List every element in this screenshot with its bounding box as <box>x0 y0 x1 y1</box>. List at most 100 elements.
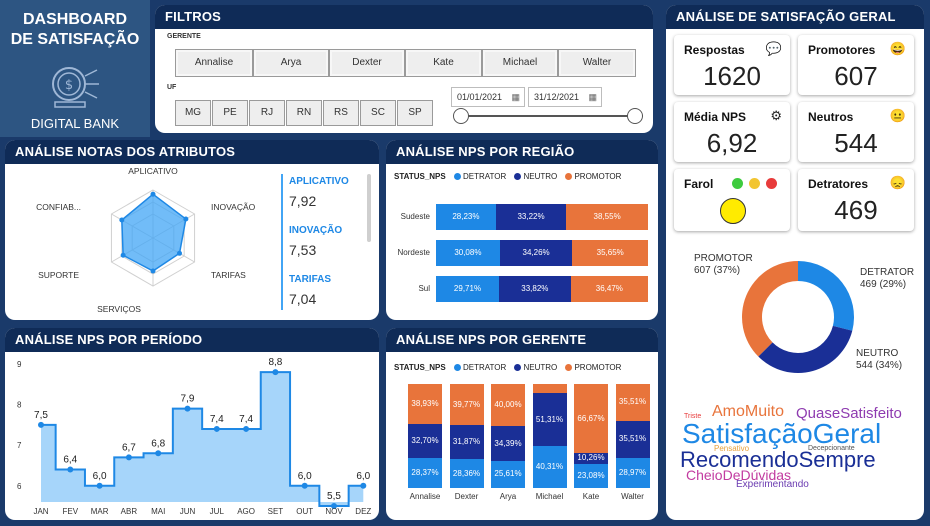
legend-detrator: DETRATOR <box>462 363 507 372</box>
regiao-bar-neutro[interactable]: 33,82% <box>498 276 571 302</box>
gerente-bar-promotor[interactable]: 35,51% <box>615 384 650 421</box>
periodo-month-label: JUN <box>180 507 196 516</box>
neutro-label: NEUTRO <box>856 348 899 359</box>
attr-value-tarifas: 7,04 <box>289 291 317 307</box>
promotores-value: 607 <box>834 61 878 91</box>
attr-label-aplicativo: APLICATIVO <box>289 176 349 187</box>
kpi-media-nps: Média NPS ⚙ 6,92 <box>674 102 790 162</box>
radar-point[interactable] <box>150 268 156 274</box>
regiao-bar-neutro[interactable]: 34,26% <box>499 240 573 266</box>
periodo-area <box>41 372 364 507</box>
gerente-button-kate[interactable]: Kate <box>405 49 482 77</box>
gerente-bar-detrator[interactable]: 28,36% <box>449 458 484 488</box>
periodo-point[interactable] <box>96 482 103 489</box>
radar-axis-label: APLICATIVO <box>128 166 178 176</box>
gerente-bar-promotor[interactable]: 39,77% <box>449 384 484 426</box>
traffic-red-icon <box>766 178 777 189</box>
kpi-respostas: Respostas 💬 1620 <box>674 35 790 95</box>
regiao-bar-promotor[interactable]: 36,47% <box>570 276 648 302</box>
regiao-bar-promotor[interactable]: 35,65% <box>572 240 648 266</box>
periodo-point[interactable] <box>301 482 308 489</box>
periodo-data-label: 6,4 <box>63 455 77 466</box>
gerente-bar-promotor[interactable] <box>532 384 567 393</box>
regiao-bar-detrator[interactable]: 29,71% <box>436 276 499 302</box>
periodo-month-label: JUL <box>210 507 225 516</box>
periodo-point[interactable] <box>272 369 279 376</box>
periodo-point[interactable] <box>360 482 367 489</box>
donut-slice-promotor[interactable] <box>742 261 798 357</box>
periodo-area-chart: 9 8 7 6 7,5 JAN 6,4 FEV 6,0 MAR 6,7 ABR 6,8 MAI 7,9 JUN… <box>17 357 371 516</box>
periodo-point[interactable] <box>38 421 44 428</box>
date-start-input[interactable]: 01/01/2021 ▦ <box>451 87 525 107</box>
gear-icon: ⚙ <box>770 108 782 123</box>
uf-button-sp[interactable]: SP <box>397 100 433 126</box>
periodo-point[interactable] <box>155 450 162 457</box>
uf-button-rj[interactable]: RJ <box>249 100 285 126</box>
regiao-bar-detrator[interactable]: 28,23% <box>436 204 496 230</box>
radar-point[interactable] <box>177 250 183 256</box>
uf-button-rn[interactable]: RN <box>286 100 322 126</box>
date-slider-handle-end[interactable] <box>627 108 643 124</box>
gerente-button-michael[interactable]: Michael <box>482 49 558 77</box>
periodo-data-label: 7,5 <box>34 410 48 421</box>
regiao-bar-promotor[interactable]: 38,55% <box>566 204 648 230</box>
periodo-month-label: JAN <box>33 507 48 516</box>
media-value: 6,92 <box>706 128 758 158</box>
date-end-input[interactable]: 31/12/2021 ▦ <box>528 87 602 107</box>
periodo-point[interactable] <box>213 425 220 432</box>
periodo-point[interactable] <box>243 425 250 432</box>
gerente-bar-neutro[interactable]: 34,39% <box>491 425 525 462</box>
gerente-bar-detrator[interactable]: 28,37% <box>408 458 442 488</box>
gerente-button-walter[interactable]: Walter <box>558 49 636 77</box>
gerente-button-annalise[interactable]: Annalise <box>175 49 253 77</box>
gerente-bar-neutro[interactable]: 32,70% <box>408 424 442 459</box>
uf-button-sc[interactable]: SC <box>360 100 396 126</box>
donut-slice-neutro[interactable] <box>758 325 853 373</box>
periodo-ytick: 7 <box>17 441 22 450</box>
uf-button-rs[interactable]: RS <box>323 100 359 126</box>
gerente-bar-detrator[interactable]: 25,61% <box>491 461 525 488</box>
filters-title: FILTROS <box>155 5 653 29</box>
date-slider-handle-start[interactable] <box>453 108 469 124</box>
gerente-bar-promotor[interactable]: 38,93% <box>408 384 442 425</box>
periodo-point[interactable] <box>331 503 337 510</box>
periodo-line <box>41 371 364 508</box>
gerente-col-label: Arya <box>499 492 517 501</box>
gerente-bar-neutro[interactable]: 51,31% <box>532 392 567 447</box>
radar-point[interactable] <box>183 216 189 222</box>
periodo-month-label: DEZ <box>355 507 371 516</box>
neutral-face-icon: 😐 <box>889 108 906 123</box>
periodo-month-label: MAI <box>151 507 165 516</box>
gerente-bar-neutro[interactable]: 10,26% <box>574 453 608 464</box>
gerente-bar-detrator[interactable]: 40,31% <box>532 446 567 488</box>
gerente-button-arya[interactable]: Arya <box>253 49 329 77</box>
calendar-icon[interactable]: ▦ <box>588 92 597 102</box>
regiao-bar-neutro[interactable]: 33,22% <box>495 204 567 230</box>
radar-point[interactable] <box>150 191 156 197</box>
title-line1: DASHBOARD <box>23 11 127 28</box>
gerente-bar-detrator[interactable]: 23,08% <box>574 463 608 488</box>
legend-dot-neutro <box>514 364 522 372</box>
dashboard-title: DASHBOARD DE SATISFAÇÃO <box>0 10 150 50</box>
gerente-bar-promotor[interactable]: 40,00% <box>491 384 525 426</box>
gerente-bar-promotor[interactable]: 66,67% <box>574 384 608 454</box>
periodo-title: ANÁLISE NPS POR PERÍODO <box>5 328 379 352</box>
donut-slice-detrator[interactable] <box>798 261 854 331</box>
gerente-bar-detrator[interactable]: 28,97% <box>615 457 650 488</box>
calendar-icon[interactable]: ▦ <box>511 92 520 102</box>
periodo-data-label: 7,4 <box>210 414 224 425</box>
periodo-point[interactable] <box>184 405 191 412</box>
gerente-button-dexter[interactable]: Dexter <box>329 49 405 77</box>
radar-point[interactable] <box>119 217 125 223</box>
periodo-point[interactable] <box>125 454 132 461</box>
radar-point[interactable] <box>120 252 126 258</box>
uf-button-pe[interactable]: PE <box>212 100 248 126</box>
periodo-point[interactable] <box>67 466 74 473</box>
date-slider-track[interactable] <box>461 115 643 117</box>
gerente-bar-neutro[interactable]: 31,87% <box>449 425 484 459</box>
neutros-label: Neutros <box>808 110 854 124</box>
uf-button-mg[interactable]: MG <box>175 100 211 126</box>
regiao-bar-detrator[interactable]: 30,08% <box>436 240 500 266</box>
attr-list-scrollbar[interactable] <box>367 174 371 242</box>
gerente-bar-neutro[interactable]: 35,51% <box>615 420 650 458</box>
